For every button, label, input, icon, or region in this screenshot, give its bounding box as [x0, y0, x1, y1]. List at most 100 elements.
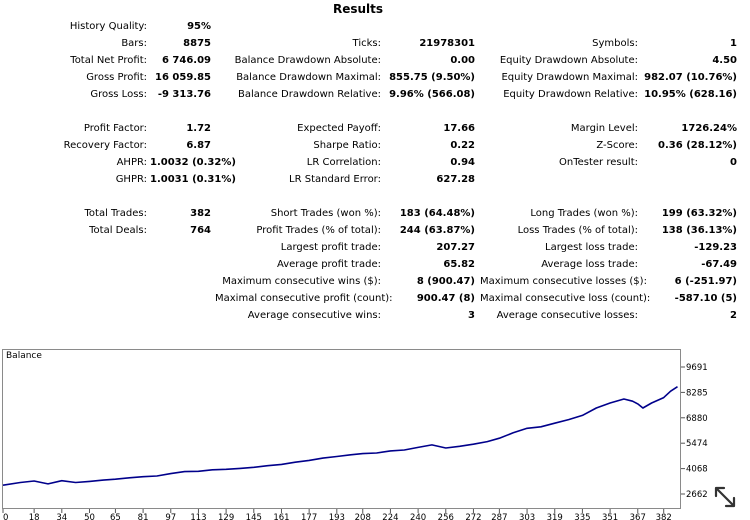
stat-label: LR Standard Error:: [289, 174, 381, 185]
stat-value: 4.50: [712, 55, 737, 66]
stat-value: 764: [190, 225, 211, 236]
stat-value: 1.0032 (0.32%): [150, 157, 236, 168]
stat-value: 1726.24%: [681, 123, 737, 134]
stat-value: 382: [190, 208, 211, 219]
stat-label: Sharpe Ratio:: [313, 140, 381, 151]
results-title: Results: [332, 2, 384, 16]
stat-value: 2: [730, 310, 737, 321]
stat-value: 65.82: [443, 259, 475, 270]
stat-label: Equity Drawdown Relative:: [503, 89, 638, 100]
x-tick-label: 303: [519, 513, 535, 520]
stat-label: Average consecutive wins:: [247, 310, 381, 321]
stat-label: Average loss trade:: [541, 259, 638, 270]
stat-label: Balance Drawdown Relative:: [237, 89, 381, 100]
stats-row: GHPR: 1.0031 (0.31%) LR Standard Error: 627…: [0, 171, 750, 188]
x-tick-label: 256: [438, 513, 454, 520]
stat-value: 900.47 (8): [416, 293, 475, 304]
stats-row: Maximum consecutive wins ($): 8 (900.47) M…: [0, 273, 750, 290]
stat-label: Bars:: [121, 38, 147, 49]
stat-value: -129.23: [694, 242, 737, 253]
x-tick-label: 161: [273, 513, 289, 520]
stat-value: 8 (900.47): [416, 276, 475, 287]
x-tick-label: 50: [84, 513, 95, 520]
stat-value: 16 059.85: [155, 72, 211, 83]
x-tick-label: 193: [329, 513, 345, 520]
stat-value: 0.36 (28.12%): [658, 140, 737, 151]
stat-value: 0: [730, 157, 737, 168]
stats-row: Gross Profit: 16 059.85 Balance Drawdown M…: [0, 69, 750, 86]
stats-row: Average profit trade: 65.82 Average loss t…: [0, 256, 750, 273]
stat-value: 1.72: [186, 123, 211, 134]
x-tick-label: 224: [382, 513, 398, 520]
stat-value: 6 (-251.97): [674, 276, 737, 287]
stat-value: 0.00: [450, 55, 475, 66]
x-tick-label: 367: [630, 513, 646, 520]
stat-value: 9.96% (566.08): [389, 89, 475, 100]
stats-row: Total Trades: 382 Short Trades (won %): 183…: [0, 205, 750, 222]
balance-chart-panel: Balance: [2, 349, 681, 509]
stat-label: History Quality:: [69, 21, 147, 32]
stat-label: Average consecutive losses:: [496, 310, 638, 321]
stat-label: Maximal consecutive profit (count):: [215, 293, 393, 304]
y-tick-label: 5474: [686, 439, 708, 449]
x-tick-label: 319: [547, 513, 563, 520]
x-tick-label: 208: [355, 513, 371, 520]
stat-label: Maximal consecutive loss (count):: [480, 293, 651, 304]
stat-label: Maximum consecutive losses ($):: [480, 276, 647, 287]
stat-label: Maximum consecutive wins ($):: [222, 276, 381, 287]
stat-value: 199 (63.32%): [661, 208, 737, 219]
stat-label: GHPR:: [115, 174, 147, 185]
stats-row: Bars: 8875 Ticks: 21978301 Symbols: 1: [0, 35, 750, 52]
x-tick-label: 65: [110, 513, 121, 520]
stat-label: Largest loss trade:: [545, 242, 638, 253]
stat-value: 17.66: [443, 123, 475, 134]
x-tick-label: 351: [602, 513, 618, 520]
x-tick-label: 240: [410, 513, 426, 520]
stat-label: Expected Payoff:: [297, 123, 381, 134]
stats-row: History Quality: 95%: [0, 18, 750, 35]
stat-label: Z-Score:: [596, 140, 638, 151]
stats-row: Total Net Profit: 6 746.09 Balance Drawdow…: [0, 52, 750, 69]
x-tick-label: 335: [574, 513, 590, 520]
stat-label: Largest profit trade:: [280, 242, 381, 253]
stat-label: Total Deals:: [89, 225, 147, 236]
x-tick-label: 272: [465, 513, 481, 520]
stat-value: -67.49: [701, 259, 737, 270]
x-tick-label: 382: [656, 513, 672, 520]
y-tick-label: 4068: [686, 465, 708, 475]
stats-row: Largest profit trade: 207.27 Largest loss …: [0, 239, 750, 256]
stat-label: AHPR:: [116, 157, 147, 168]
stat-label: Equity Drawdown Absolute:: [499, 55, 638, 66]
x-tick-label: 34: [56, 513, 67, 520]
stat-value: 855.75 (9.50%): [389, 72, 475, 83]
stat-label: Total Trades:: [84, 208, 148, 219]
results-stats-table: History Quality: 95% Bars: 8875 Ticks: 219783…: [0, 18, 750, 324]
y-tick-label: 9691: [686, 363, 708, 373]
stat-value: 1.0031 (0.31%): [150, 174, 236, 185]
x-tick-label: 145: [246, 513, 262, 520]
y-tick-label: 6880: [686, 414, 708, 424]
chart-title: Balance: [6, 351, 42, 361]
stat-value: -9 313.76: [157, 89, 211, 100]
stats-row: Maximal consecutive profit (count): 900.4…: [0, 290, 750, 307]
stat-label: Profit Factor:: [83, 123, 147, 134]
stat-value: 3: [468, 310, 475, 321]
resize-icon[interactable]: [708, 480, 742, 514]
stat-value: 1: [730, 38, 737, 49]
stat-value: 21978301: [419, 38, 475, 49]
stat-label: Ticks:: [352, 38, 381, 49]
stat-label: Total Net Profit:: [70, 55, 147, 66]
stat-label: OnTester result:: [558, 157, 638, 168]
stat-label: Balance Drawdown Maximal:: [236, 72, 381, 83]
stat-label: Gross Profit:: [86, 72, 147, 83]
stat-label: Loss Trades (% of total):: [517, 225, 638, 236]
x-tick-label: 177: [301, 513, 317, 520]
stat-label: Equity Drawdown Maximal:: [501, 72, 638, 83]
stat-value: -587.10 (5): [674, 293, 737, 304]
x-tick-label: 97: [165, 513, 176, 520]
stat-label: Symbols:: [592, 38, 638, 49]
stats-row: Total Deals: 764 Profit Trades (% of total…: [0, 222, 750, 239]
stat-label: Short Trades (won %):: [270, 208, 381, 219]
y-tick-label: 2662: [686, 490, 708, 500]
stat-label: LR Correlation:: [306, 157, 381, 168]
